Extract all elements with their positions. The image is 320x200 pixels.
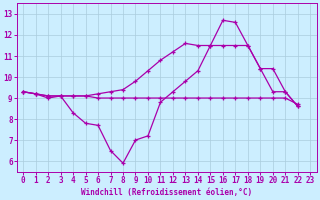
- X-axis label: Windchill (Refroidissement éolien,°C): Windchill (Refroidissement éolien,°C): [81, 188, 252, 197]
